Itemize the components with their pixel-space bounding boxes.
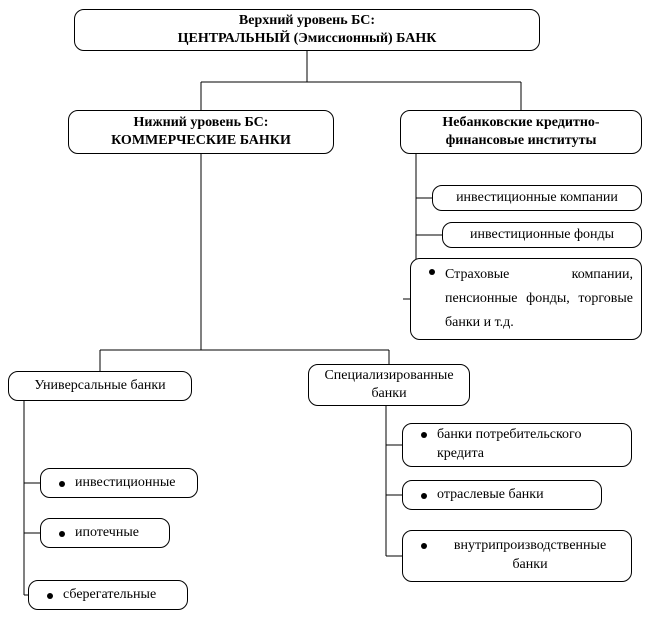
node-spec-child2: отраслевые банки — [402, 480, 602, 510]
node-spec-child3: внутрипроизводственные банки — [402, 530, 632, 582]
bullet-icon — [429, 269, 435, 275]
uni-child2-text: ипотечные — [75, 525, 139, 542]
node-universal: Универсальные банки — [8, 371, 192, 401]
bullet-icon — [421, 543, 427, 549]
nb-child2-text: инвестиционные фонды — [470, 227, 614, 244]
node-lower-right: Небанковские кредитно- финансовые инстит… — [400, 110, 642, 154]
node-uni-child2: ипотечные — [40, 518, 170, 548]
node-nb-child1: инвестиционные компании — [432, 185, 642, 211]
nb-child1-text: инвестиционные компании — [456, 190, 618, 207]
specialized-line1: Специализированные — [324, 367, 453, 385]
nb-child3-text: Страховые компании, пенсионные фонды, то… — [445, 263, 633, 334]
lower-left-line2: КОММЕРЧЕСКИЕ БАНКИ — [111, 132, 291, 150]
node-uni-child3: сберегательные — [28, 580, 188, 610]
spec-child3-text: внутрипроизводственные банки — [437, 537, 623, 575]
node-specialized: Специализированные банки — [308, 364, 470, 406]
specialized-line2: банки — [371, 385, 406, 403]
node-top: Верхний уровень БС: ЦЕНТРАЛЬНЫЙ (Эмиссио… — [74, 9, 540, 51]
bullet-icon — [421, 432, 427, 438]
spec-child1-text: банки потребительского кредита — [437, 426, 623, 464]
top-line2: ЦЕНТРАЛЬНЫЙ (Эмиссионный) БАНК — [178, 30, 437, 48]
lower-left-line1: Нижний уровень БС: — [134, 114, 269, 132]
top-line1: Верхний уровень БС: — [239, 12, 375, 30]
spec-child2-text: отраслевые банки — [437, 487, 544, 504]
bullet-icon — [59, 531, 65, 537]
bullet-icon — [47, 593, 53, 599]
uni-child1-text: инвестиционные — [75, 475, 176, 492]
universal-text: Универсальные банки — [34, 378, 165, 395]
node-spec-child1: банки потребительского кредита — [402, 423, 632, 467]
bullet-icon — [59, 481, 65, 487]
node-nb-child3: Страховые компании, пенсионные фонды, то… — [410, 258, 642, 340]
bullet-icon — [421, 493, 427, 499]
node-nb-child2: инвестиционные фонды — [442, 222, 642, 248]
lower-right-line1: Небанковские кредитно- — [442, 114, 599, 132]
node-lower-left: Нижний уровень БС: КОММЕРЧЕСКИЕ БАНКИ — [68, 110, 334, 154]
lower-right-line2: финансовые институты — [446, 132, 597, 150]
node-uni-child1: инвестиционные — [40, 468, 198, 498]
uni-child3-text: сберегательные — [63, 587, 156, 604]
